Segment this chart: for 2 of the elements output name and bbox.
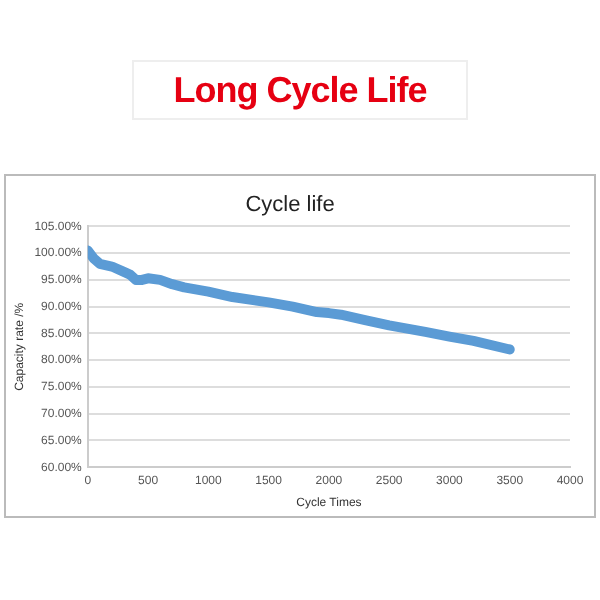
chart-subtitle: Cycle life — [245, 193, 335, 218]
chart-title: Long Cycle Life — [132, 60, 468, 120]
